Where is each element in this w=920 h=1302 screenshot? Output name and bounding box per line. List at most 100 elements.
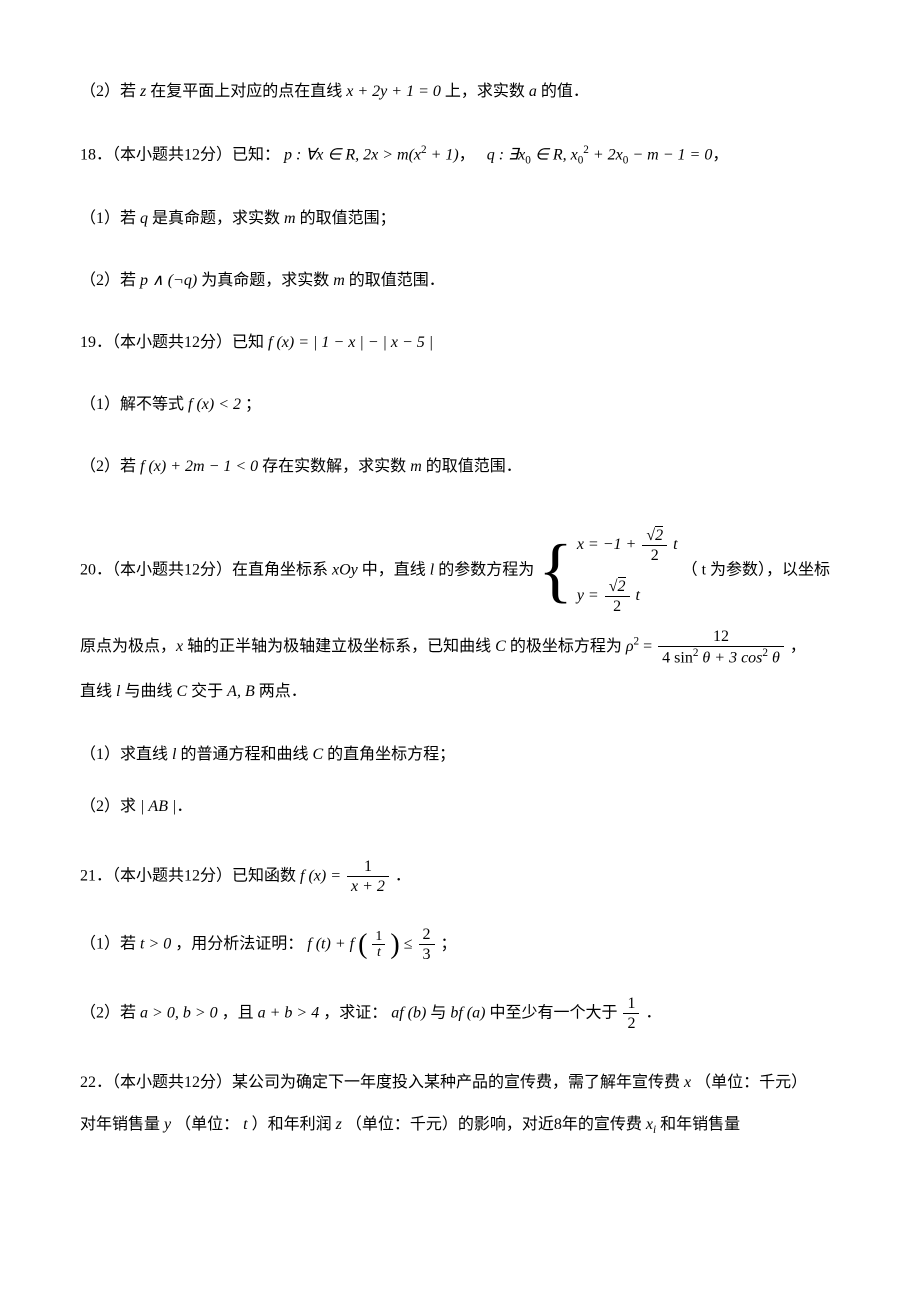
text: 是真命题，求实数 [152, 210, 284, 227]
var-rho: ρ [626, 638, 634, 655]
text: 在复平面上对应的点在直线 [150, 83, 346, 100]
equation: x + 2y + 1 = 0 [346, 83, 441, 100]
var-C: C [176, 683, 187, 700]
fraction: √2 2 [605, 577, 630, 616]
text: θ + 3 cos [698, 649, 762, 666]
text: ）和年利润 [252, 1116, 336, 1133]
numerator: 1 [372, 929, 385, 945]
text: ． [176, 798, 192, 815]
q21-part2: （2）若 a > 0, b > 0 ，且 a + b > 4 ，求证： af (… [80, 994, 840, 1033]
var-t: t [636, 587, 640, 604]
q18-part2: （2）若 p ∧ (¬q) 为真命题，求实数 m 的取值范围． [80, 269, 840, 293]
numerator: 12 [658, 627, 784, 647]
var-m: m [410, 458, 422, 475]
text: 的值． [541, 83, 589, 100]
text: （2）若 [80, 1004, 140, 1021]
text: 的取值范围． [349, 272, 445, 289]
var-x: x [684, 1074, 691, 1091]
expr: p ∧ (¬q) [140, 272, 197, 289]
left-paren-icon: ( [358, 929, 367, 960]
text: （2）若 [80, 272, 140, 289]
text: 存在实数解，求实数 [262, 458, 410, 475]
q19-part1: （1）解不等式 f (x) < 2 ； [80, 393, 840, 417]
expr: f (t) + f [307, 936, 354, 953]
text: 的极坐标方程为 [506, 638, 626, 655]
q19-part2: （2）若 f (x) + 2m − 1 < 0 存在实数解，求实数 m 的取值范… [80, 455, 840, 479]
denominator: x + 2 [347, 877, 389, 896]
text: + 1) [427, 146, 459, 163]
function: f (x) = [300, 867, 345, 884]
expr: af (b) [391, 1004, 426, 1021]
inequality: f (x) + 2m − 1 < 0 [140, 458, 258, 475]
q19-stem: 19．（本小题共12分）已知 f (x) = | 1 − x | − | x −… [80, 331, 840, 355]
text: ， [790, 638, 806, 655]
text: 21．（本小题共12分）已知函数 [80, 867, 300, 884]
var-t: t [243, 1116, 247, 1133]
var-xi: x [646, 1116, 653, 1133]
left-brace-icon: { [538, 542, 573, 600]
text: 直线 [80, 683, 116, 700]
comma: ， [712, 146, 728, 163]
fraction: 1 x + 2 [347, 857, 389, 896]
text: ； [441, 936, 457, 953]
segment: | AB | [140, 798, 176, 815]
denominator: 2 [605, 597, 630, 616]
condition: t > 0 [140, 936, 171, 953]
equals: = [639, 638, 656, 655]
text: ． [645, 1004, 661, 1021]
text: （2）若 [80, 83, 140, 100]
text: 为真命题，求实数 [201, 272, 333, 289]
text: 原点为极点， [80, 638, 176, 655]
text: 中，直线 [358, 562, 430, 579]
text: ，且 [222, 1004, 258, 1021]
numerator: 1 [623, 994, 639, 1014]
text: 的普通方程和曲线 [176, 746, 312, 763]
text: 两点． [255, 683, 307, 700]
var-a: a [529, 83, 537, 100]
text: （2）求 [80, 798, 140, 815]
text: （1）解不等式 [80, 396, 188, 413]
expr: bf (a) [450, 1004, 485, 1021]
page-content: （2）若 z 在复平面上对应的点在直线 x + 2y + 1 = 0 上，求实数… [0, 0, 920, 1197]
text: （ t 为参数），以坐标 [682, 562, 830, 579]
text: ，用分析法证明： [175, 936, 303, 953]
var-C: C [495, 638, 506, 655]
var-q: q [140, 210, 148, 227]
text: ，求证： [323, 1004, 387, 1021]
coord-system: xOy [332, 562, 358, 579]
radicand: 2 [618, 577, 626, 595]
text: （单位：千元） [695, 1074, 807, 1091]
text: 与 [430, 1004, 450, 1021]
text: − m − 1 = 0 [628, 146, 712, 163]
text: （单位：千元）的影响，对近8年的宣传费 [346, 1116, 646, 1133]
text: （1）求直线 [80, 746, 172, 763]
denominator: 2 [642, 546, 667, 565]
text: 上，求实数 [445, 83, 529, 100]
text: + 2x [589, 146, 623, 163]
parametric-system: { x = −1 + √2 2 t y = √2 2 t [538, 517, 677, 625]
denominator: 3 [419, 945, 435, 964]
text: 4 sin [662, 649, 693, 666]
q20-stem: 20．（本小题共12分）在直角坐标系 xOy 中，直线 l 的参数方程为 { x… [80, 517, 840, 714]
var-m: m [284, 210, 296, 227]
text: 对年销售量 [80, 1116, 164, 1133]
condition: a > 0, b > 0 [140, 1004, 218, 1021]
text: （单位： [175, 1116, 239, 1133]
text: 19．（本小题共12分）已知 [80, 334, 268, 351]
prop-p: p : ∀x ∈ R, 2x > m [284, 146, 409, 163]
inequality: f (x) < 2 [188, 396, 241, 413]
text: （2）若 [80, 458, 140, 475]
q22-line1: 22．（本小题共12分）某公司为确定下一年度投入某种产品的宣传费，需了解年宣传费… [80, 1071, 840, 1095]
text: 和年销售量 [660, 1116, 740, 1133]
function: f (x) = | 1 − x | − | x − 5 | [268, 334, 433, 351]
denominator: 2 [623, 1014, 639, 1033]
text: 18．（本小题共12分）已知： [80, 146, 280, 163]
numerator: 1 [347, 857, 389, 877]
var-t: t [673, 536, 677, 553]
text: 20．（本小题共12分）在直角坐标系 [80, 562, 332, 579]
comma: ， [459, 146, 475, 163]
q18-stem: 18．（本小题共12分）已知： p : ∀x ∈ R, 2x > m(x2 + … [80, 142, 840, 169]
text: 22．（本小题共12分）某公司为确定下一年度投入某种产品的宣传费，需了解年宣传费 [80, 1074, 684, 1091]
text: (x [409, 146, 421, 163]
fraction: 1 t [372, 929, 385, 961]
